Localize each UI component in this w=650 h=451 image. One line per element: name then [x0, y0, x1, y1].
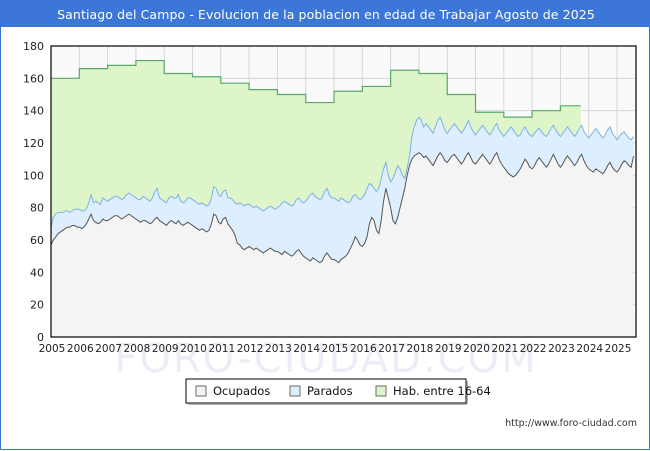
page-title: Santiago del Campo - Evolucion de la pob…	[57, 6, 595, 22]
chart-legend: Ocupados Parados Hab. entre 16-64	[185, 378, 491, 405]
legend-label: Hab. entre 16-64	[393, 384, 491, 398]
svg-text:2015: 2015	[322, 343, 349, 355]
svg-text:2022: 2022	[520, 343, 547, 355]
legend-swatch	[289, 385, 301, 397]
svg-text:80: 80	[30, 202, 44, 215]
chart-plot-container: FORO-CIUDAD.COM 0 20 40 60 80 100 120 140 160 180…	[1, 27, 650, 451]
svg-text:2010: 2010	[180, 343, 207, 355]
svg-text:2020: 2020	[463, 343, 490, 355]
plot-frame	[50, 45, 637, 338]
legend-swatch	[195, 385, 207, 397]
y-axis-tick-labels: 0 20 40 60 80 100 120 140 160 180	[23, 40, 44, 344]
svg-text:2018: 2018	[407, 343, 434, 355]
svg-text:http://www.foro-ciudad.com: http://www.foro-ciudad.com	[505, 418, 637, 429]
svg-text:2016: 2016	[350, 343, 377, 355]
svg-text:160: 160	[23, 72, 44, 85]
svg-text:2006: 2006	[67, 343, 94, 355]
svg-text:0: 0	[37, 331, 44, 344]
legend-swatch	[375, 385, 387, 397]
legend-label: Parados	[307, 384, 353, 398]
svg-text:2013: 2013	[265, 343, 292, 355]
window-title-bar: Santiago del Campo - Evolucion de la pob…	[1, 1, 650, 27]
x-axis-tick-labels: 2005 2006 2007 2008 2009 2010 2011 2012 2013 2014…	[39, 343, 632, 355]
svg-text:2008: 2008	[124, 343, 151, 355]
svg-text:140: 140	[23, 105, 44, 118]
svg-text:2007: 2007	[95, 343, 122, 355]
footer-url: http://www.foro-ciudad.com	[505, 418, 637, 429]
svg-text:2024: 2024	[576, 343, 603, 355]
svg-text:FORO-CIUDAD.COM: FORO-CIUDAD.COM	[114, 336, 537, 382]
svg-text:2012: 2012	[237, 343, 264, 355]
watermark: FORO-CIUDAD.COM	[114, 336, 537, 382]
population-area-chart: FORO-CIUDAD.COM 0 20 40 60 80 100 120 140 160 180…	[23, 40, 637, 429]
svg-text:2025: 2025	[605, 343, 632, 355]
svg-text:2023: 2023	[548, 343, 575, 355]
svg-text:60: 60	[30, 234, 44, 247]
svg-text:2005: 2005	[39, 343, 66, 355]
svg-text:2019: 2019	[435, 343, 462, 355]
svg-text:180: 180	[23, 40, 44, 53]
legend-label: Ocupados	[213, 384, 270, 398]
svg-text:2014: 2014	[293, 343, 320, 355]
svg-text:2021: 2021	[491, 343, 518, 355]
legend-item: Ocupados	[195, 384, 270, 398]
svg-text:40: 40	[30, 266, 44, 279]
svg-text:2009: 2009	[152, 343, 179, 355]
legend-item: Parados	[289, 384, 353, 398]
svg-text:20: 20	[30, 299, 44, 312]
svg-text:100: 100	[23, 169, 44, 182]
svg-text:2017: 2017	[378, 343, 405, 355]
series-area-layer	[50, 59, 635, 338]
legend-item: Hab. entre 16-64	[375, 384, 491, 398]
svg-text:120: 120	[23, 137, 44, 150]
svg-text:2011: 2011	[208, 343, 235, 355]
